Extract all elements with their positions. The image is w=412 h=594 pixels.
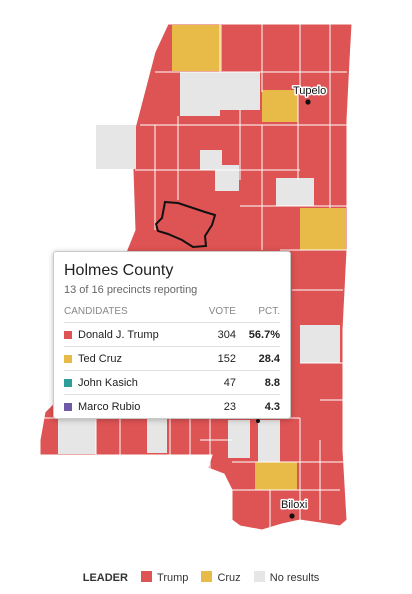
legend-swatch [253, 571, 265, 582]
legend-label: Trump [157, 572, 189, 584]
candidate-pct: 4.3 [264, 400, 280, 413]
candidate-vote: 152 [197, 346, 236, 371]
county-results-tooltip: Holmes County 13 of 16 precincts reporti… [53, 251, 291, 419]
city-label-tupelo: Tupelo [293, 85, 326, 97]
holmes-county-outline[interactable] [154, 200, 217, 249]
county[interactable] [255, 462, 297, 490]
table-row: John Kasich 47 8.8 [64, 370, 280, 395]
tooltip-county-name: Holmes County [64, 262, 174, 279]
header-vote: VOTE [197, 306, 236, 323]
county[interactable] [220, 72, 260, 110]
legend-item-no-results: No results [253, 571, 320, 584]
candidate-vote: 47 [197, 370, 236, 395]
city-tupelo: Tupelo Tupelo [292, 84, 328, 105]
city-biloxi: Biloxi Biloxi [280, 498, 309, 519]
legend-swatch [201, 571, 213, 582]
candidate-pct: 56.7% [235, 322, 280, 347]
county[interactable] [300, 325, 340, 363]
candidate-name: John Kasich [78, 376, 138, 389]
results-table: CANDIDATES VOTE PCT. Donald J. Trump 304… [64, 306, 280, 418]
table-row: Donald J. Trump 304 56.7% [64, 322, 280, 347]
candidate-pct: 28.4 [235, 346, 280, 371]
county[interactable] [215, 165, 239, 191]
legend-title: LEADER [82, 572, 128, 584]
results-header-row: CANDIDATES VOTE PCT. [64, 306, 280, 323]
svg-text:Biloxi: Biloxi [281, 499, 307, 511]
legend-item-trump: Trump [141, 571, 189, 584]
county[interactable] [228, 420, 250, 458]
candidate-color-swatch [64, 354, 72, 363]
svg-text:Tupelo: Tupelo [293, 85, 326, 97]
county[interactable] [180, 72, 220, 116]
candidate-name: Ted Cruz [78, 352, 123, 365]
county[interactable] [58, 418, 96, 454]
legend-swatch [141, 571, 153, 582]
legend-label: No results [269, 572, 320, 584]
table-row: Marco Rubio 23 4.3 [64, 395, 280, 419]
header-candidates: CANDIDATES [64, 306, 198, 323]
county[interactable] [96, 125, 136, 169]
county[interactable] [258, 420, 280, 462]
header-pct: PCT. [235, 306, 280, 323]
candidate-color-swatch [64, 402, 72, 411]
candidate-name: Donald J. Trump [78, 328, 159, 341]
counties-no-results [58, 72, 340, 462]
city-dot [256, 419, 260, 423]
county[interactable] [147, 415, 167, 453]
candidate-vote: 23 [223, 400, 236, 413]
county[interactable] [276, 178, 314, 206]
candidate-pct: 8.8 [235, 370, 280, 395]
candidate-color-swatch [64, 378, 72, 387]
county[interactable] [172, 25, 222, 71]
candidate-color-swatch [64, 330, 72, 339]
county[interactable] [262, 90, 298, 122]
legend-item-cruz: Cruz [201, 571, 241, 584]
tooltip-precincts-reporting: 13 of 16 precincts reporting [64, 284, 198, 296]
table-row: Ted Cruz 152 28.4 [64, 346, 280, 371]
city-label-biloxi: Biloxi [281, 499, 307, 511]
legend-label: Cruz [217, 572, 241, 584]
counties-cruz [172, 25, 346, 490]
candidate-vote: 304 [197, 322, 236, 347]
candidate-name: Marco Rubio [78, 400, 141, 413]
county[interactable] [300, 208, 346, 250]
map-legend: LEADER Trump Cruz No results [0, 571, 412, 584]
